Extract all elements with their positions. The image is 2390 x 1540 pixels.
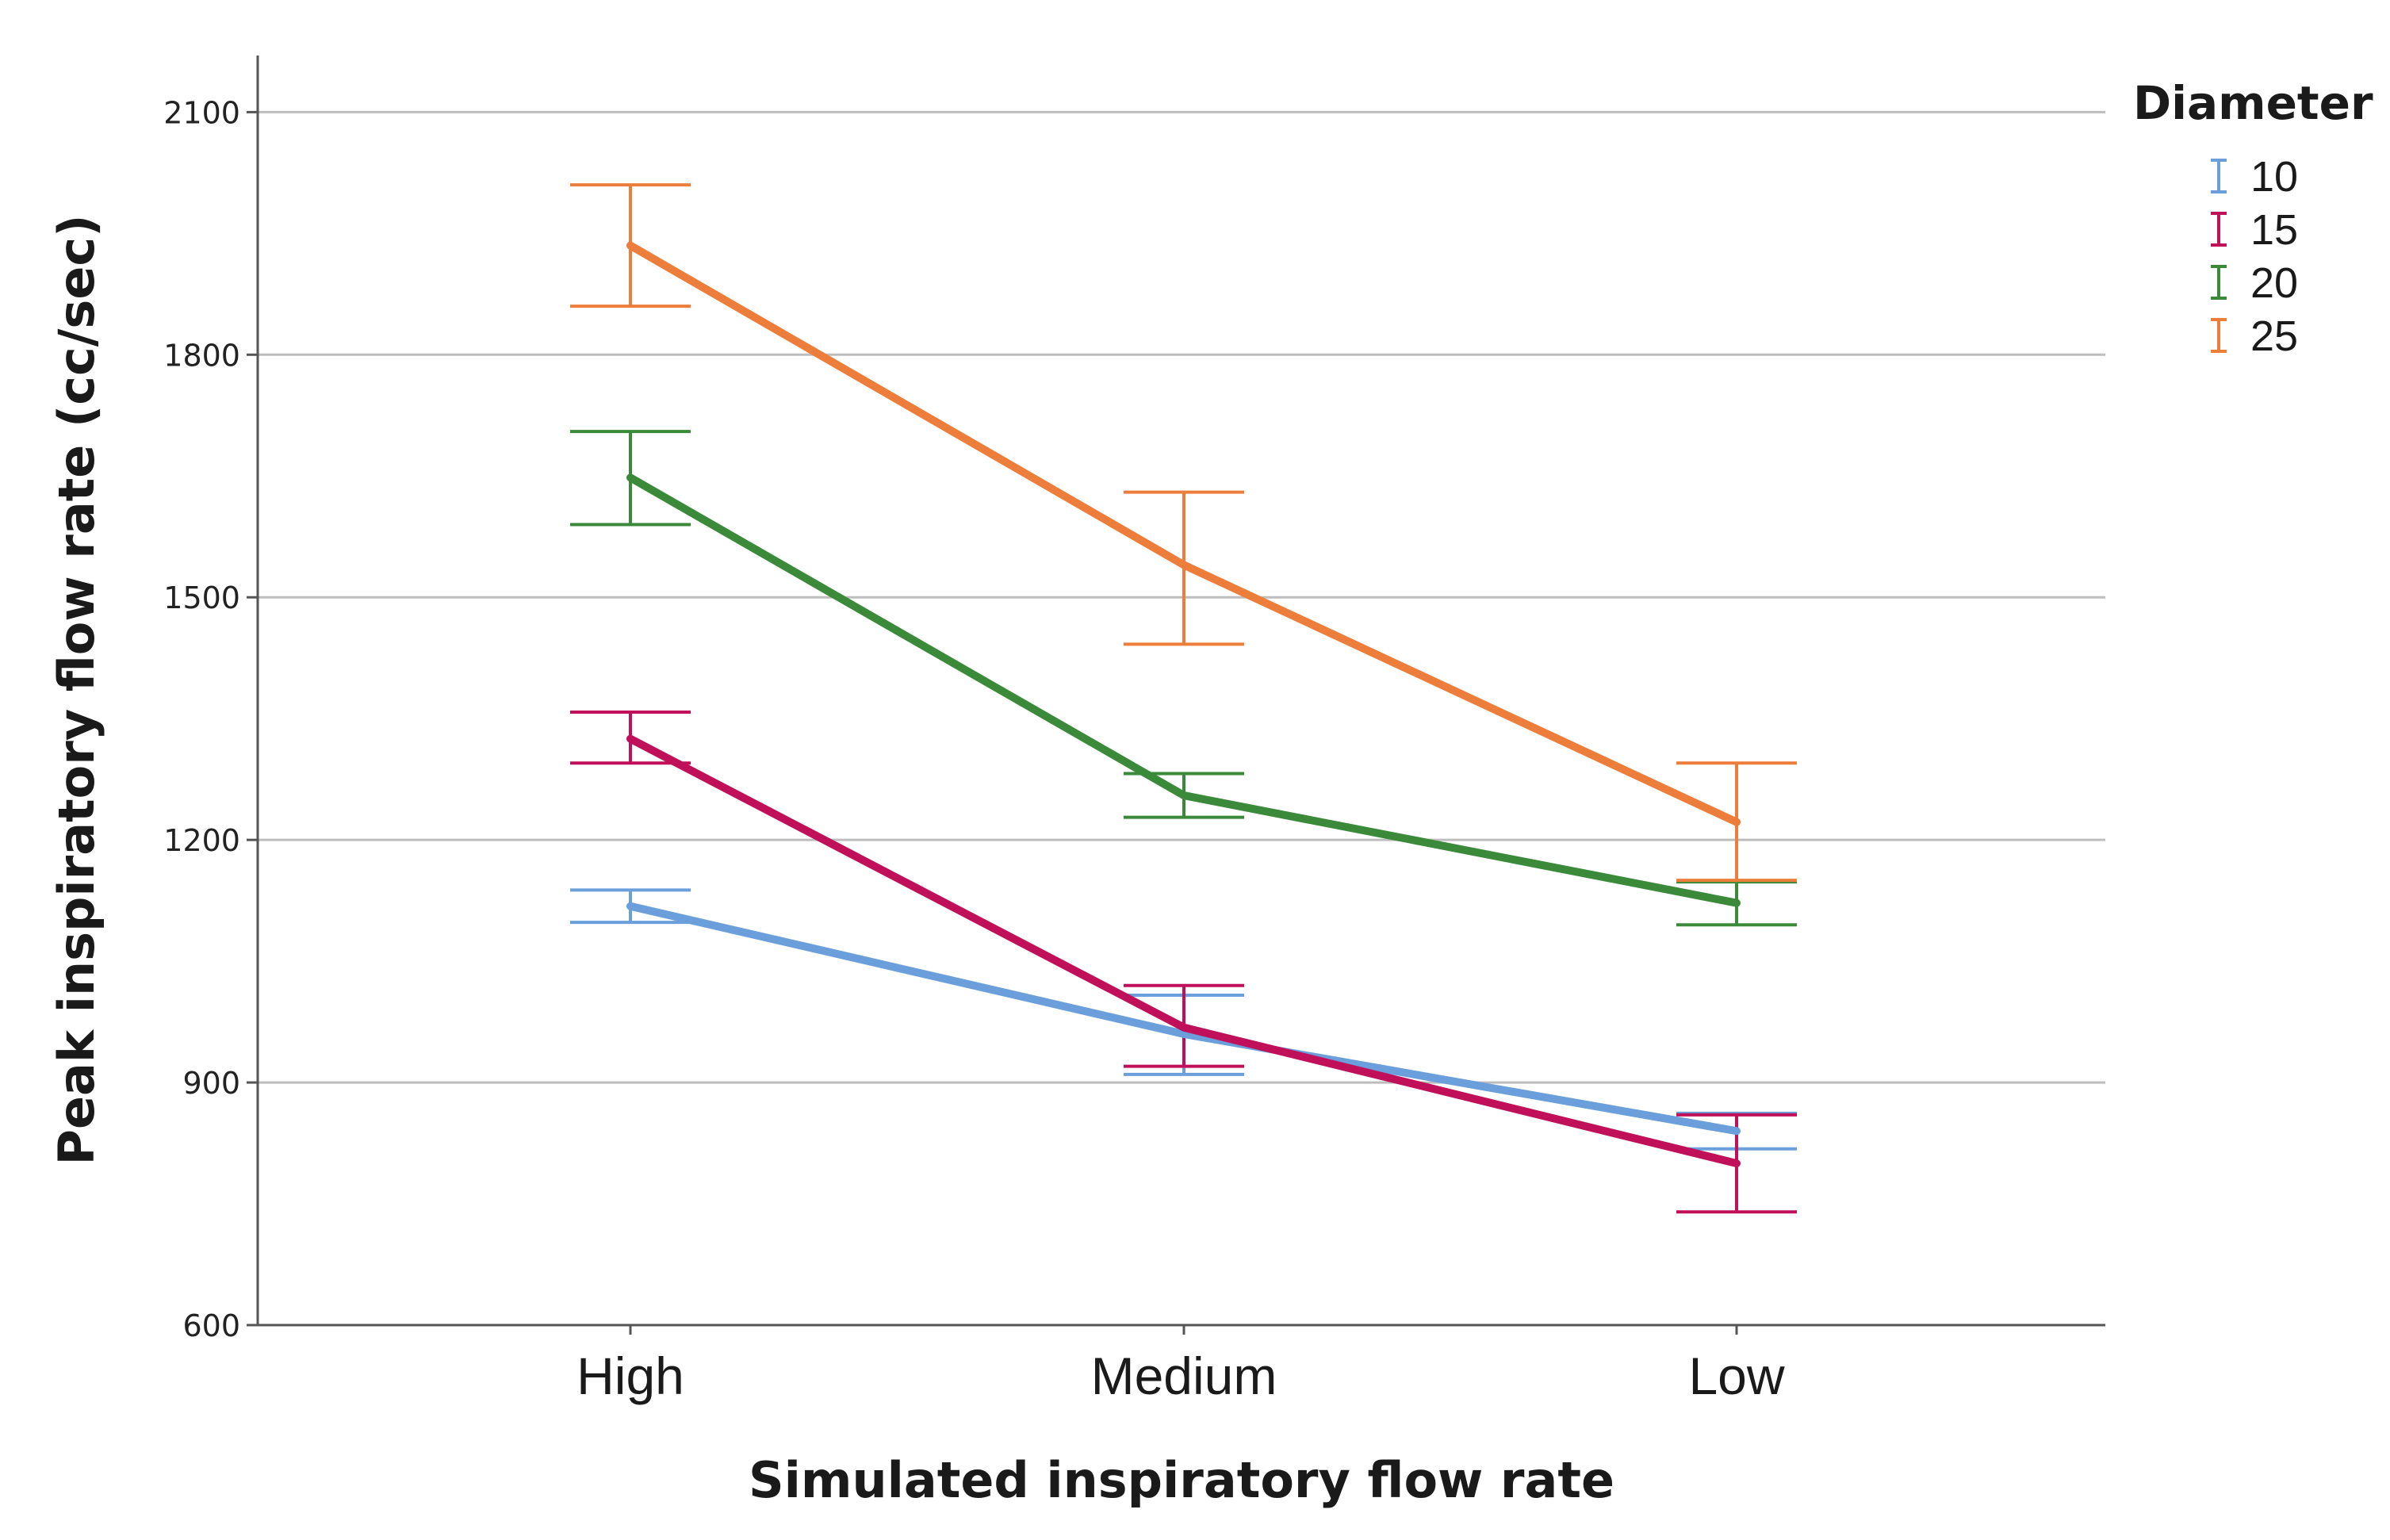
legend-label-15: 15 — [2250, 206, 2298, 254]
y-axis-title: Peak inspiratory flow rate (cc/sec) — [48, 215, 105, 1166]
x-axis-title: Simulated inspiratory flow rate — [749, 1451, 1614, 1509]
y-tick-label: 600 — [182, 1308, 240, 1343]
data-point-20-low — [1736, 902, 1737, 904]
legend-label-20: 20 — [2250, 259, 2298, 307]
data-point-25-high — [630, 244, 631, 247]
legend-item-15: 15 — [2211, 206, 2298, 254]
x-tick-label-low: Low — [1688, 1347, 1784, 1405]
y-tick-label: 1500 — [163, 580, 240, 615]
x-tick-label-high: High — [576, 1347, 684, 1405]
gridlines — [258, 110, 2105, 1084]
data-point-20-high — [630, 477, 631, 479]
legend-item-25: 25 — [2211, 312, 2298, 360]
data-point-15-high — [630, 737, 631, 740]
data-point-25-low — [1736, 821, 1737, 823]
data-point-25-medium — [1183, 564, 1185, 566]
legend-items: 10 15 20 25 — [2211, 153, 2298, 360]
data-point-10-low — [1736, 1130, 1737, 1132]
data-point-10-medium — [1183, 1032, 1185, 1035]
data-point-15-low — [1736, 1163, 1737, 1165]
data-point-10-high — [630, 905, 631, 907]
x-tick-label-medium: Medium — [1091, 1347, 1277, 1405]
data-point-15-medium — [1183, 1026, 1185, 1029]
y-axis-ticks: 600 900 1200 1500 1800 2100 — [163, 95, 258, 1343]
legend-title: Diameter — [2133, 76, 2373, 130]
series-20 — [570, 430, 1797, 927]
legend-label-10: 10 — [2250, 153, 2298, 201]
y-tick-label: 1800 — [163, 338, 240, 373]
legend-item-10: 10 — [2211, 153, 2298, 201]
y-tick-label: 2100 — [163, 95, 240, 130]
x-axis-ticks: High Medium Low — [576, 1325, 1785, 1405]
series-15 — [570, 711, 1797, 1214]
y-tick-label: 1200 — [163, 823, 240, 858]
legend-label-25: 25 — [2250, 312, 2298, 360]
y-tick-label: 900 — [182, 1066, 240, 1101]
legend: Diameter 10 15 20 25 — [2133, 76, 2373, 360]
data-point-20-medium — [1183, 795, 1185, 797]
legend-item-20: 20 — [2211, 259, 2298, 307]
series-layer — [570, 183, 1797, 1214]
